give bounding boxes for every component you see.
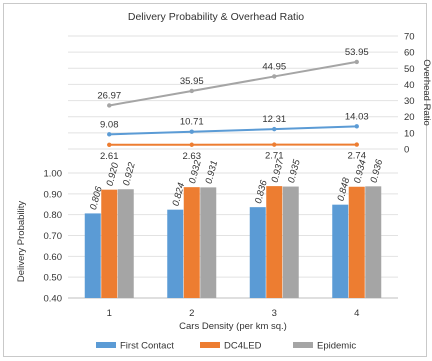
bar-first-contact [249, 207, 266, 298]
bar-data-label: 0.922 [121, 161, 138, 188]
y-axis-label: Delivery Probability [16, 201, 27, 283]
line-data-label: 44.95 [262, 61, 286, 72]
bar-epidemic [200, 187, 217, 298]
line-point [354, 124, 359, 129]
legend-label: First Contact [120, 341, 174, 352]
bar-dc4led [266, 186, 283, 298]
line-data-label: 26.97 [97, 90, 121, 101]
y2-tick-label: 60 [404, 48, 415, 59]
chart-frame [3, 3, 427, 357]
line-point [107, 103, 112, 108]
line-data-label: 10.71 [180, 117, 204, 128]
line-point [272, 126, 277, 132]
x-axis-label: Cars Density (per km sq.) [179, 321, 287, 332]
bar-dc4led [183, 187, 200, 298]
legend-label: Epidemic [317, 341, 356, 352]
line-point [189, 142, 194, 147]
x-tick-label: 4 [354, 308, 359, 319]
x-tick-label: 1 [107, 308, 112, 319]
legend-swatch-epidemic [293, 342, 313, 348]
line-point [354, 59, 359, 65]
bar-dc4led [348, 186, 365, 298]
y2-axis-label: Overhead Ratio [421, 59, 432, 126]
y-tick-label: 1.00 [44, 169, 63, 180]
line-point [354, 142, 359, 147]
line-point [189, 88, 194, 94]
bar-epidemic [117, 189, 134, 298]
legend-swatch-dc4led [200, 342, 220, 348]
x-tick-label: 2 [189, 308, 194, 319]
bar-data-label: 0.935 [286, 158, 303, 185]
y-tick-label: 0.40 [44, 294, 63, 305]
line-data-label: 53.95 [345, 47, 369, 58]
bar-first-contact [167, 209, 184, 298]
bar-first-contact [84, 213, 101, 298]
y2-tick-label: 30 [404, 96, 415, 107]
y-tick-label: 0.70 [44, 231, 63, 242]
bar-data-label: 0.932 [187, 158, 204, 185]
line-series-epidemic [109, 60, 357, 107]
y2-tick-label: 70 [404, 32, 415, 43]
line-data-label: 2.63 [183, 151, 202, 162]
y-tick-label: 0.60 [44, 252, 63, 263]
line-data-label: 2.71 [265, 151, 284, 162]
y2-tick-label: 50 [404, 64, 415, 75]
line-point [272, 142, 277, 147]
y2-tick-label: 20 [404, 112, 415, 123]
y2-tick-label: 40 [404, 80, 415, 91]
bar-first-contact [332, 204, 349, 298]
legend-label: DC4LED [224, 341, 262, 352]
y-tick-label: 0.50 [44, 273, 63, 284]
line-point [107, 142, 112, 147]
bar-dc4led [101, 189, 118, 298]
line-point [107, 132, 112, 137]
line-point [189, 129, 194, 134]
y2-tick-label: 0 [404, 145, 409, 156]
line-data-label: 35.95 [180, 76, 204, 87]
bar-data-label: 0.931 [204, 159, 221, 185]
bar-epidemic [365, 186, 382, 298]
legend-swatch-first-contact [96, 342, 116, 348]
bar-data-label: 0.934 [352, 159, 369, 185]
y2-tick-label: 10 [404, 128, 415, 139]
line-point [272, 74, 277, 79]
y-tick-label: 0.90 [44, 189, 63, 200]
line-series-first-contact [109, 125, 357, 136]
bar-data-label: 0.936 [369, 158, 386, 185]
chart-title: Delivery Probability & Overhead Ratio [128, 11, 304, 23]
line-data-label: 9.08 [100, 119, 119, 130]
y-tick-label: 0.80 [44, 210, 63, 221]
line-data-label: 12.31 [262, 114, 286, 125]
line-data-label: 2.61 [100, 151, 119, 162]
line-data-label: 2.74 [348, 151, 367, 162]
line-data-label: 14.03 [345, 111, 369, 122]
bar-epidemic [282, 186, 299, 298]
bar-data-label: 0.920 [105, 161, 122, 188]
x-tick-label: 3 [272, 308, 277, 319]
